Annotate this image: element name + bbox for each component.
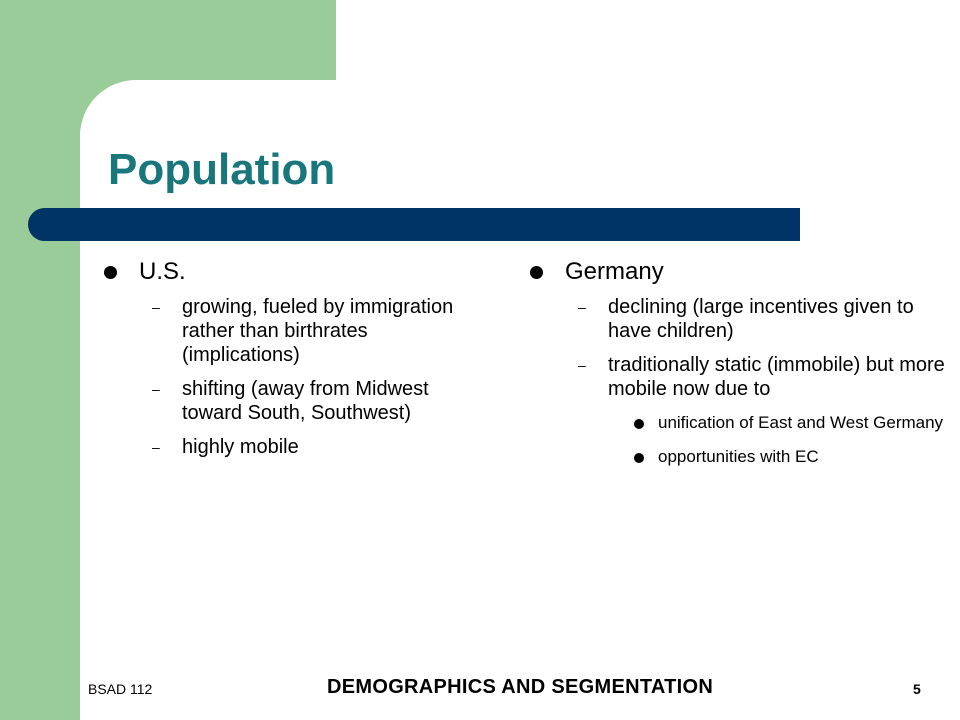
- subbullet-text: shifting (away from Midwest toward South…: [182, 378, 429, 424]
- footer-page-number: 5: [913, 681, 921, 697]
- subbullet-text: highly mobile: [182, 436, 299, 458]
- footer-title: DEMOGRAPHICS AND SEGMENTATION: [327, 676, 714, 698]
- subbullet-germany-2: – traditionally static (immobile) but mo…: [530, 353, 950, 401]
- bullet-dot-icon: [530, 265, 543, 279]
- subbullet-us-1: – growing, fueled by immigration rather …: [104, 295, 484, 367]
- title-underline-bar: [28, 208, 800, 241]
- subbullet-germany-1: – declining (large incentives given to h…: [530, 295, 950, 343]
- subbullet-text: traditionally static (immobile) but more…: [608, 354, 945, 400]
- bullet-us-text: U.S.: [139, 258, 186, 285]
- dash-icon: –: [152, 299, 160, 315]
- small-bullet-dot-icon: [634, 453, 644, 463]
- subsubbullet-germany-1: unification of East and West Germany: [530, 411, 950, 435]
- bullet-dot-icon: [104, 265, 117, 279]
- small-bullet-dot-icon: [634, 419, 644, 429]
- dash-icon: –: [152, 439, 160, 455]
- right-column: Germany – declining (large incentives gi…: [530, 255, 950, 479]
- bullet-germany: Germany: [530, 255, 950, 289]
- subsubbullet-text: opportunities with EC: [658, 447, 819, 466]
- bullet-us: U.S.: [104, 255, 484, 289]
- left-column: U.S. – growing, fueled by immigration ra…: [104, 255, 484, 469]
- bullet-germany-text: Germany: [565, 258, 664, 285]
- footer-course: BSAD 112: [88, 681, 153, 697]
- subsubbullet-text: unification of East and West Germany: [658, 413, 944, 432]
- subbullet-us-2: – shifting (away from Midwest toward Sou…: [104, 377, 484, 425]
- dash-icon: –: [578, 357, 586, 373]
- dash-icon: –: [152, 381, 160, 397]
- subsubbullet-germany-2: opportunities with EC: [530, 445, 950, 469]
- content-panel: [80, 80, 960, 720]
- dash-icon: –: [578, 299, 586, 315]
- slide-title: Population: [108, 145, 336, 194]
- subbullet-text: declining (large incentives given to hav…: [608, 296, 914, 342]
- subbullet-us-3: – highly mobile: [104, 435, 484, 459]
- subbullet-text: growing, fueled by immigration rather th…: [182, 296, 454, 366]
